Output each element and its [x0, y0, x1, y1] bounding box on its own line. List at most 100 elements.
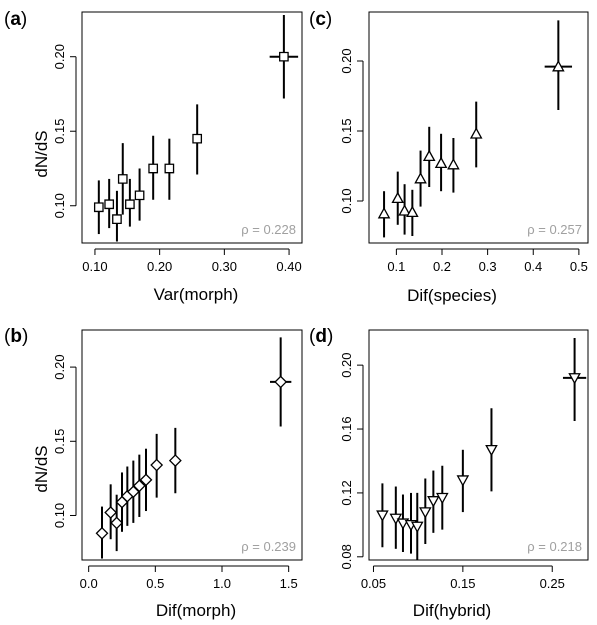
- rho-annotation: ρ = 0.228: [241, 222, 296, 237]
- y-tick-label: 0.15: [339, 118, 354, 143]
- y-tick-label: 0.20: [52, 44, 67, 69]
- panel-a: (a) dN/dS Var(morph) ρ = 0.228 0.10 0.20 0…: [4, 9, 303, 304]
- x-tick-label: 0.10: [82, 259, 107, 274]
- rho-annotation: ρ = 0.239: [241, 539, 296, 554]
- data-point: [150, 433, 164, 498]
- data-point: [126, 460, 140, 523]
- triangle-down-marker: [456, 475, 470, 487]
- x-tick-label: 0.15: [450, 576, 475, 591]
- axes: 0.10 0.20 0.30 0.40 0.10 0.15 0.20: [52, 11, 303, 274]
- data-point: [95, 506, 109, 559]
- rho-annotation: ρ = 0.218: [527, 539, 582, 554]
- data-point: [544, 20, 573, 110]
- x-tick-label: 1.0: [213, 576, 231, 591]
- y-tick-label: 0.15: [52, 119, 67, 144]
- data-point: [270, 337, 292, 427]
- data-point: [398, 184, 411, 235]
- data-points: [376, 337, 587, 560]
- x-axis-label: Dif(hybrid): [413, 601, 491, 620]
- x-axis-label: Var(morph): [154, 285, 239, 304]
- data-point: [447, 138, 460, 193]
- x-tick-label: 0.30: [212, 259, 237, 274]
- x-tick-label: 0.3: [479, 259, 497, 274]
- data-point: [456, 449, 470, 513]
- x-tick-label: 0.5: [146, 576, 164, 591]
- panel-label: (c): [309, 9, 332, 30]
- diamond-marker: [126, 485, 140, 499]
- x-tick-label: 0.05: [361, 576, 386, 591]
- diamond-marker: [110, 516, 124, 530]
- data-point: [389, 486, 403, 549]
- y-axis-label: dN/dS: [32, 130, 51, 177]
- data-point: [377, 191, 391, 238]
- data-point: [139, 448, 153, 512]
- triangle-up-marker: [414, 172, 427, 184]
- x-tick-label: 1.5: [280, 576, 298, 591]
- diamond-marker: [104, 506, 118, 519]
- plot-frame: [368, 329, 589, 561]
- plot-frame: [81, 11, 303, 244]
- data-point: [164, 138, 175, 200]
- data-point: [125, 178, 135, 227]
- y-tick-label: 0.10: [339, 188, 354, 213]
- triangle-up-marker: [406, 205, 419, 218]
- triangle-up-marker: [434, 156, 448, 169]
- y-tick-label: 0.10: [52, 193, 67, 218]
- diamond-marker: [168, 454, 182, 468]
- panel-label: (a): [4, 9, 27, 30]
- axes: 0.05 0.15 0.25 0.08 0.12 0.16 0.20: [339, 329, 589, 591]
- x-tick-label: 0.20: [147, 259, 172, 274]
- data-point: [269, 14, 299, 99]
- data-point: [117, 143, 128, 215]
- x-tick-label: 0.5: [570, 259, 588, 274]
- data-point: [406, 189, 419, 236]
- square-marker: [148, 163, 159, 174]
- data-point: [414, 150, 427, 207]
- triangle-down-marker: [485, 444, 498, 457]
- data-point: [562, 337, 587, 422]
- y-tick-label: 0.08: [339, 544, 354, 569]
- data-point: [132, 454, 146, 517]
- diamond-marker: [139, 473, 153, 487]
- plot-frame: [368, 11, 589, 244]
- square-marker: [117, 174, 128, 184]
- y-tick-label: 0.12: [339, 480, 354, 505]
- data-point: [112, 190, 122, 242]
- diamond-marker: [132, 479, 146, 493]
- triangle-up-marker: [447, 158, 460, 170]
- x-tick-label: 0.4: [524, 259, 542, 274]
- triangle-down-marker: [568, 373, 581, 385]
- square-marker: [134, 190, 145, 201]
- square-marker: [279, 51, 289, 62]
- square-marker: [93, 202, 104, 213]
- data-point: [134, 168, 145, 221]
- square-marker: [112, 214, 122, 225]
- triangle-up-marker: [552, 60, 565, 72]
- data-points: [377, 20, 573, 238]
- data-point: [422, 126, 436, 187]
- panel-b: (b) dN/dS Dif(morph) ρ = 0.239 0.0 0.5 1.0…: [4, 326, 303, 620]
- data-point: [120, 466, 134, 526]
- data-point: [435, 465, 449, 530]
- triangle-down-marker: [410, 521, 424, 534]
- x-tick-label: 0.40: [276, 259, 301, 274]
- triangle-up-marker: [398, 204, 411, 216]
- data-point: [410, 492, 424, 560]
- data-point: [485, 408, 498, 492]
- data-point: [93, 180, 104, 235]
- y-tick-label: 0.20: [52, 354, 67, 379]
- x-tick-label: 0.0: [80, 576, 98, 591]
- data-point: [148, 135, 159, 200]
- x-tick-label: 0.2: [433, 259, 451, 274]
- y-tick-label: 0.15: [52, 429, 67, 454]
- data-point: [427, 470, 440, 533]
- square-marker: [125, 199, 135, 210]
- triangle-down-marker: [419, 507, 432, 519]
- x-tick-label: 0.1: [387, 259, 405, 274]
- triangle-up-marker: [422, 149, 436, 162]
- rho-annotation: ρ = 0.257: [527, 222, 582, 237]
- axes: 0.1 0.2 0.3 0.4 0.5 0.10 0.15 0.20: [339, 11, 589, 274]
- x-axis-label: Dif(morph): [156, 601, 236, 620]
- triangle-up-marker: [391, 191, 405, 204]
